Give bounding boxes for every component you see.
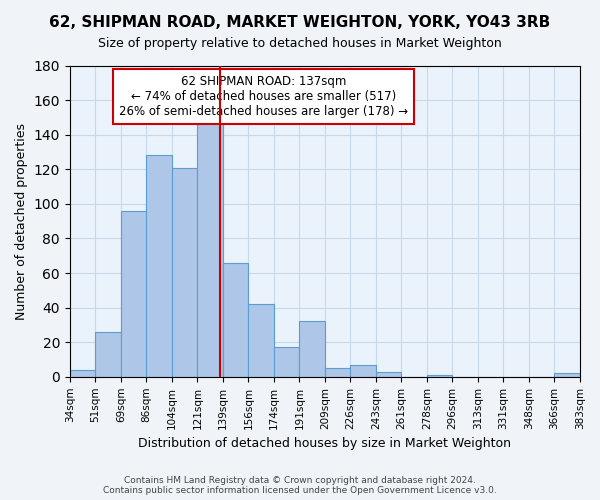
Bar — [121, 211, 146, 377]
Bar — [172, 168, 197, 377]
Bar — [95, 332, 121, 377]
Bar — [248, 304, 274, 377]
Bar — [376, 372, 401, 377]
Bar — [325, 368, 350, 377]
Bar — [274, 348, 299, 377]
Bar — [146, 156, 172, 377]
Text: 62 SHIPMAN ROAD: 137sqm
← 74% of detached houses are smaller (517)
26% of semi-d: 62 SHIPMAN ROAD: 137sqm ← 74% of detache… — [119, 75, 408, 118]
X-axis label: Distribution of detached houses by size in Market Weighton: Distribution of detached houses by size … — [139, 437, 511, 450]
Bar — [554, 374, 580, 377]
Text: Size of property relative to detached houses in Market Weighton: Size of property relative to detached ho… — [98, 38, 502, 51]
Bar — [223, 262, 248, 377]
Text: Contains HM Land Registry data © Crown copyright and database right 2024.
Contai: Contains HM Land Registry data © Crown c… — [103, 476, 497, 495]
Bar — [70, 370, 95, 377]
Bar — [197, 116, 223, 377]
Bar — [427, 375, 452, 377]
Text: 62, SHIPMAN ROAD, MARKET WEIGHTON, YORK, YO43 3RB: 62, SHIPMAN ROAD, MARKET WEIGHTON, YORK,… — [49, 15, 551, 30]
Y-axis label: Number of detached properties: Number of detached properties — [15, 122, 28, 320]
Bar — [350, 364, 376, 377]
Bar — [299, 322, 325, 377]
